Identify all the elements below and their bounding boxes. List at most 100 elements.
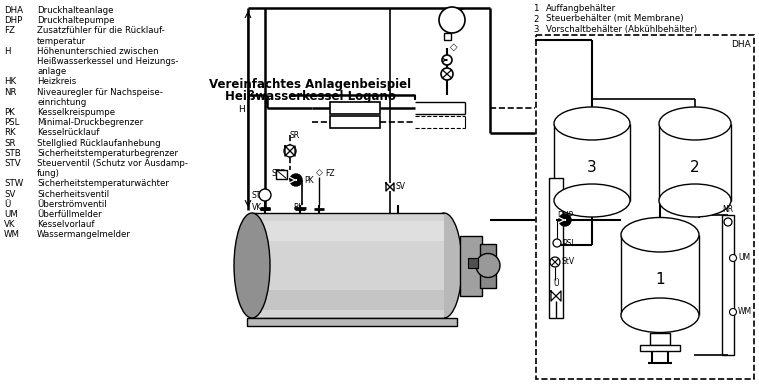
Text: Druckhalteanlage: Druckhalteanlage <box>37 6 114 15</box>
Text: 2: 2 <box>690 159 700 174</box>
Text: SV: SV <box>395 182 405 191</box>
Bar <box>276 169 286 179</box>
Bar <box>247 318 457 326</box>
Circle shape <box>550 257 560 267</box>
Ellipse shape <box>234 213 270 318</box>
Text: StV: StV <box>562 258 575 266</box>
Text: PK: PK <box>4 108 14 117</box>
Bar <box>722 215 734 355</box>
Text: Minimal-Druckbegrenzer: Minimal-Druckbegrenzer <box>37 118 143 127</box>
Text: FZ: FZ <box>4 26 15 35</box>
Text: HK: HK <box>4 78 16 86</box>
Text: Höhenunterschied zwischen: Höhenunterschied zwischen <box>37 47 159 56</box>
Text: VK: VK <box>4 220 15 229</box>
Circle shape <box>724 218 732 226</box>
Bar <box>549 178 563 318</box>
Text: WM: WM <box>738 308 752 316</box>
Bar <box>252 290 444 310</box>
Text: Auffangbehälter: Auffangbehälter <box>546 4 616 13</box>
Circle shape <box>442 55 452 65</box>
Text: UM: UM <box>4 210 18 219</box>
Text: WM: WM <box>4 230 20 239</box>
Text: STB: STB <box>4 149 20 158</box>
Text: RK: RK <box>293 203 304 212</box>
Text: HKT: HKT <box>449 9 464 18</box>
Text: SV: SV <box>4 190 15 199</box>
Text: ◇: ◇ <box>316 167 323 177</box>
Text: DHP: DHP <box>4 16 22 25</box>
Text: Steuerbehälter (mit Membrane): Steuerbehälter (mit Membrane) <box>546 15 684 23</box>
FancyArrowPatch shape <box>442 58 447 62</box>
Text: DHA: DHA <box>731 40 751 49</box>
Ellipse shape <box>659 107 731 140</box>
Text: FZ: FZ <box>325 169 335 179</box>
Text: SR: SR <box>4 139 15 147</box>
Circle shape <box>441 68 453 80</box>
Circle shape <box>559 214 571 226</box>
Bar <box>330 102 380 114</box>
Text: Sicherheitsventil: Sicherheitsventil <box>37 190 109 199</box>
Text: Zusatzfühler für die Rücklauf-: Zusatzfühler für die Rücklauf- <box>37 26 165 35</box>
Bar <box>536 35 754 379</box>
Text: Vereinfachtes Anlagenbeispiel: Vereinfachtes Anlagenbeispiel <box>209 78 411 91</box>
Text: Überströmventil: Überströmventil <box>37 200 106 209</box>
Text: 1: 1 <box>533 4 538 13</box>
Text: Sicherheitstemperaturbegrenzer: Sicherheitstemperaturbegrenzer <box>37 149 178 158</box>
Text: Steuerventil (Schutz vor Ausdamp-: Steuerventil (Schutz vor Ausdamp- <box>37 159 188 168</box>
Text: SR: SR <box>289 131 299 140</box>
Text: Heißwasserkessel und Heizungs-: Heißwasserkessel und Heizungs- <box>37 57 178 66</box>
Ellipse shape <box>554 107 630 140</box>
Ellipse shape <box>621 298 699 333</box>
Text: ◇: ◇ <box>450 42 458 52</box>
Text: anlage: anlage <box>37 67 66 76</box>
Bar <box>330 116 380 128</box>
Bar <box>659 124 731 200</box>
Ellipse shape <box>621 217 699 252</box>
Circle shape <box>259 189 271 201</box>
Circle shape <box>476 253 500 278</box>
Text: 2: 2 <box>533 15 538 23</box>
Text: DHP: DHP <box>557 211 573 220</box>
Ellipse shape <box>659 184 731 217</box>
Circle shape <box>553 239 561 247</box>
Text: Kesselrücklauf: Kesselrücklauf <box>37 128 99 137</box>
Bar <box>640 344 680 351</box>
Text: Sicherheitstemperaturwächter: Sicherheitstemperaturwächter <box>37 179 168 189</box>
Bar <box>252 221 444 241</box>
Text: Stellglied Rücklaufanhebung: Stellglied Rücklaufanhebung <box>37 139 161 147</box>
Bar <box>252 213 444 318</box>
Text: PSL: PSL <box>562 238 575 248</box>
Ellipse shape <box>554 184 630 217</box>
Text: NR: NR <box>723 205 733 214</box>
Text: PSL: PSL <box>4 118 20 127</box>
Text: VK: VK <box>252 203 262 212</box>
Text: DHA: DHA <box>4 6 23 15</box>
Text: 1: 1 <box>655 273 665 288</box>
Text: Überfüllmelder: Überfüllmelder <box>37 210 102 219</box>
Bar <box>650 333 670 344</box>
Text: temperatur: temperatur <box>37 36 86 46</box>
Circle shape <box>729 255 736 262</box>
Text: Heißwasserkessel Logano: Heißwasserkessel Logano <box>225 90 395 103</box>
Bar <box>460 235 482 296</box>
Text: Ü: Ü <box>553 279 559 288</box>
Text: STB: STB <box>271 169 285 178</box>
Text: Ü: Ü <box>4 200 11 209</box>
Text: Vorschaltbehälter (Abkühlbehälter): Vorschaltbehälter (Abkühlbehälter) <box>546 25 697 34</box>
Text: Druckhaltepumpe: Druckhaltepumpe <box>37 16 115 25</box>
Text: H: H <box>238 104 245 114</box>
Text: STW: STW <box>4 179 24 189</box>
Text: UM: UM <box>738 253 750 263</box>
Circle shape <box>284 145 296 157</box>
Text: PK: PK <box>304 176 313 185</box>
Text: +: + <box>261 190 269 200</box>
Text: fung): fung) <box>37 169 60 178</box>
Bar <box>621 235 699 315</box>
Bar <box>468 258 478 268</box>
Text: STV: STV <box>4 159 20 168</box>
Text: NR: NR <box>4 88 17 97</box>
Text: 3: 3 <box>533 25 538 34</box>
Text: 3: 3 <box>587 159 597 174</box>
Ellipse shape <box>426 213 462 318</box>
Bar <box>554 124 630 200</box>
